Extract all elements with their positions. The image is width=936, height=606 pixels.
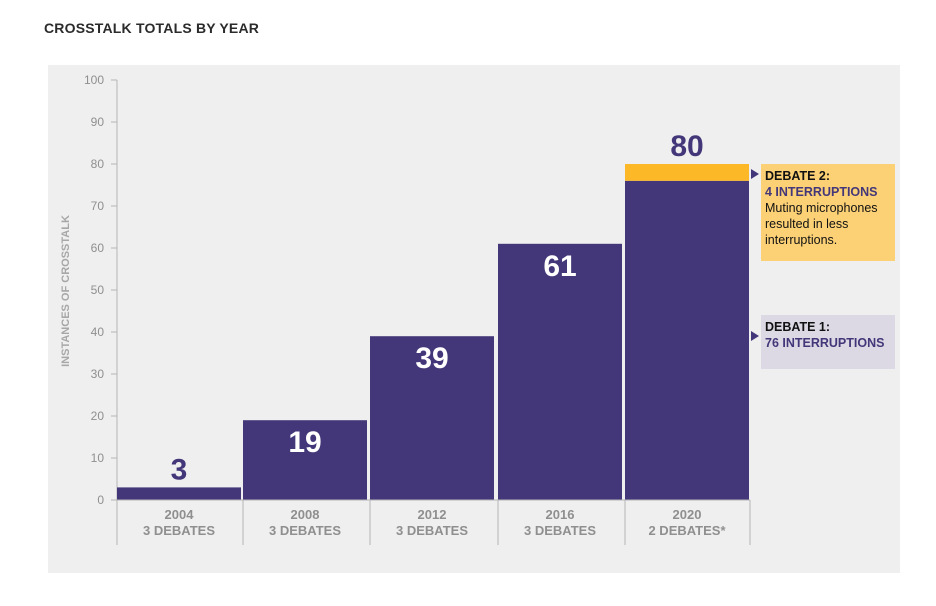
x-tick-year: 2020	[673, 507, 702, 522]
x-tick-year: 2012	[418, 507, 447, 522]
callout-debate-2-desc: Muting microphones resulted in less inte…	[765, 201, 878, 247]
y-tick-label: 80	[91, 157, 105, 171]
bar-value-label: 39	[415, 342, 448, 375]
x-tick-debates: 3 DEBATES	[269, 523, 341, 538]
y-tick-label: 50	[91, 283, 105, 297]
x-tick-debates: 2 DEBATES*	[648, 523, 726, 538]
y-tick-label: 10	[91, 451, 105, 465]
bar-2020-debate-2	[625, 164, 749, 181]
y-tick-label: 40	[91, 325, 105, 339]
y-tick-label: 60	[91, 241, 105, 255]
bar-2020-debate-1	[625, 180, 749, 501]
x-tick-debates: 3 DEBATES	[396, 523, 468, 538]
bar-value-label: 80	[670, 130, 703, 163]
x-tick-year: 2004	[165, 507, 195, 522]
bar-value-label: 3	[171, 453, 188, 486]
bar-2012	[370, 336, 494, 500]
x-tick-debates: 3 DEBATES	[524, 523, 596, 538]
callout-debate-2-count: 4 INTERRUPTIONS	[765, 185, 878, 199]
bar-value-label: 19	[288, 426, 321, 459]
callout-debate-1-head: DEBATE 1:	[765, 320, 831, 334]
y-tick-label: 100	[84, 73, 104, 87]
bar-2008	[243, 420, 367, 500]
callout-debate-1: DEBATE 1: 76 INTERRUPTIONS	[761, 315, 895, 369]
bar-2004	[117, 487, 241, 500]
x-tick-year: 2016	[546, 507, 575, 522]
callout-debate-1-count: 76 INTERRUPTIONS	[765, 336, 885, 350]
x-tick-debates: 3 DEBATES	[143, 523, 215, 538]
chart-title: CROSSTALK TOTALS BY YEAR	[44, 20, 260, 36]
bar-value-label: 61	[543, 250, 576, 283]
callout-debate-2-arrow	[751, 169, 759, 179]
callout-debate-2: DEBATE 2: 4 INTERRUPTIONS Muting microph…	[761, 164, 895, 261]
y-tick-label: 70	[91, 199, 105, 213]
y-tick-label: 0	[97, 493, 104, 507]
y-axis-title: INSTANCES OF CROSSTALK	[60, 215, 72, 367]
callout-debate-1-arrow	[751, 331, 759, 341]
bar-2016	[498, 243, 622, 501]
y-tick-label: 30	[91, 367, 105, 381]
x-tick-year: 2008	[291, 507, 320, 522]
y-tick-label: 20	[91, 409, 105, 423]
y-tick-label: 90	[91, 115, 105, 129]
callout-debate-2-head: DEBATE 2:	[765, 169, 831, 183]
